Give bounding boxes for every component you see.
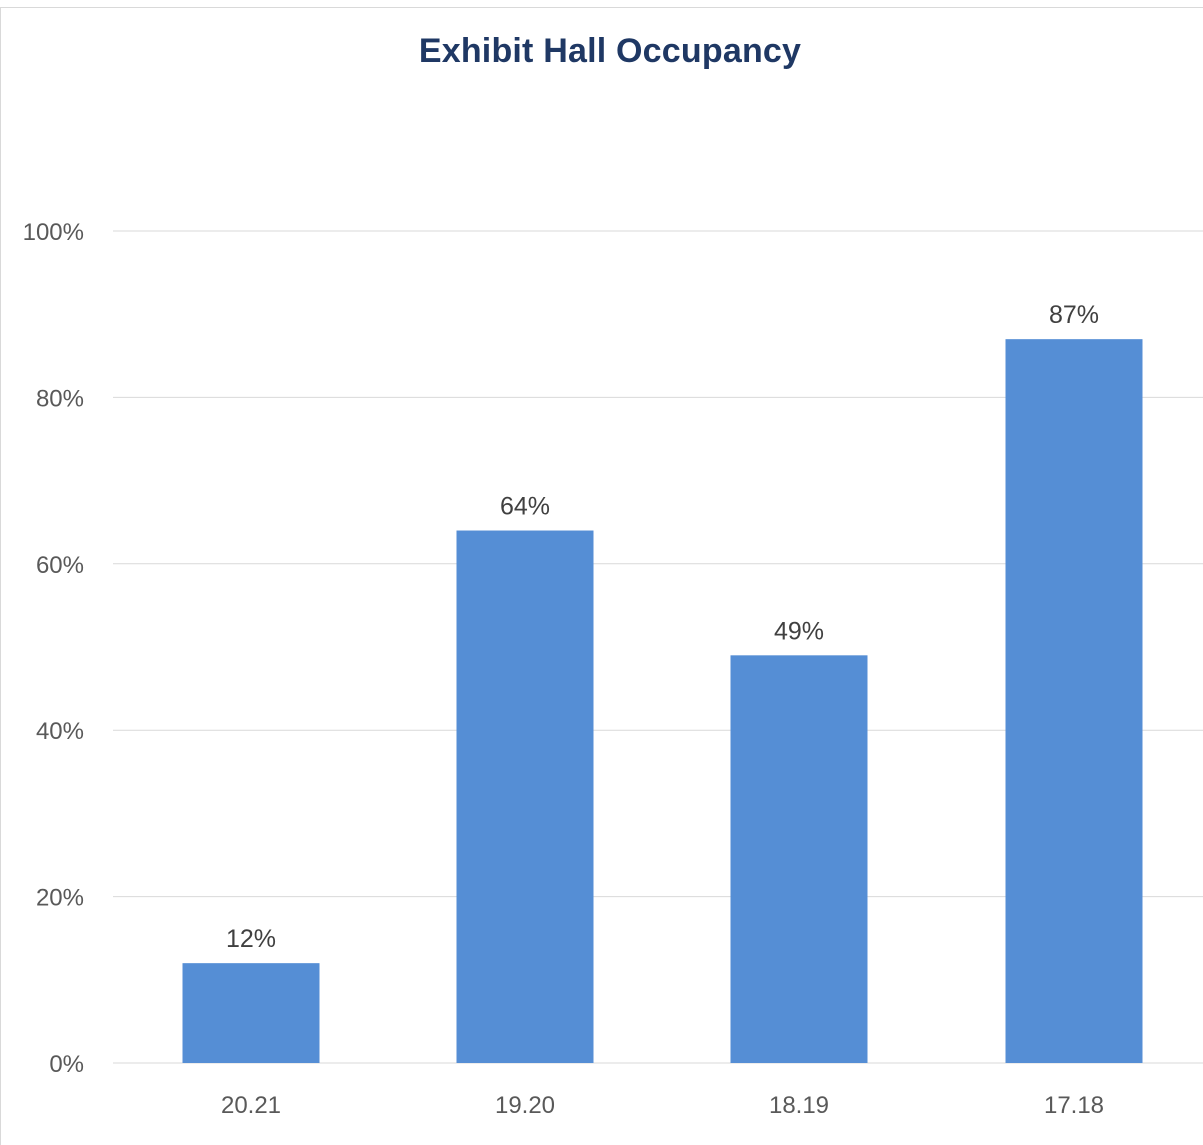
y-tick-label: 40% <box>36 718 84 745</box>
bar-18.19 <box>730 655 868 1063</box>
x-axis-tick-labels: 20.21 19.20 18.19 17.18 <box>221 1092 1104 1119</box>
chart-frame <box>0 7 1203 1145</box>
x-tick-label: 17.18 <box>1044 1092 1104 1119</box>
y-tick-label: 100% <box>23 219 84 246</box>
bar-19.20 <box>456 530 594 1063</box>
bar-20.21 <box>182 963 320 1063</box>
chart-title: Exhibit Hall Occupancy <box>418 32 802 70</box>
data-labels: 12% 64% 49% 87% <box>226 301 1099 953</box>
x-tick-label: 19.20 <box>495 1092 555 1119</box>
y-tick-label: 60% <box>36 552 84 579</box>
data-label: 49% <box>774 617 824 645</box>
data-label: 64% <box>500 493 550 521</box>
y-tick-label: 0% <box>49 1051 84 1078</box>
y-tick-label: 80% <box>36 385 84 412</box>
x-tick-label: 18.19 <box>769 1092 829 1119</box>
data-label: 12% <box>226 925 276 953</box>
data-label: 87% <box>1049 301 1099 329</box>
x-tick-label: 20.21 <box>221 1092 281 1119</box>
y-axis-tick-labels: 0% 20% 40% 60% 80% 100% <box>23 219 84 1078</box>
bars <box>182 339 1143 1063</box>
y-tick-label: 20% <box>36 885 84 912</box>
bar-17.18 <box>1005 339 1143 1063</box>
